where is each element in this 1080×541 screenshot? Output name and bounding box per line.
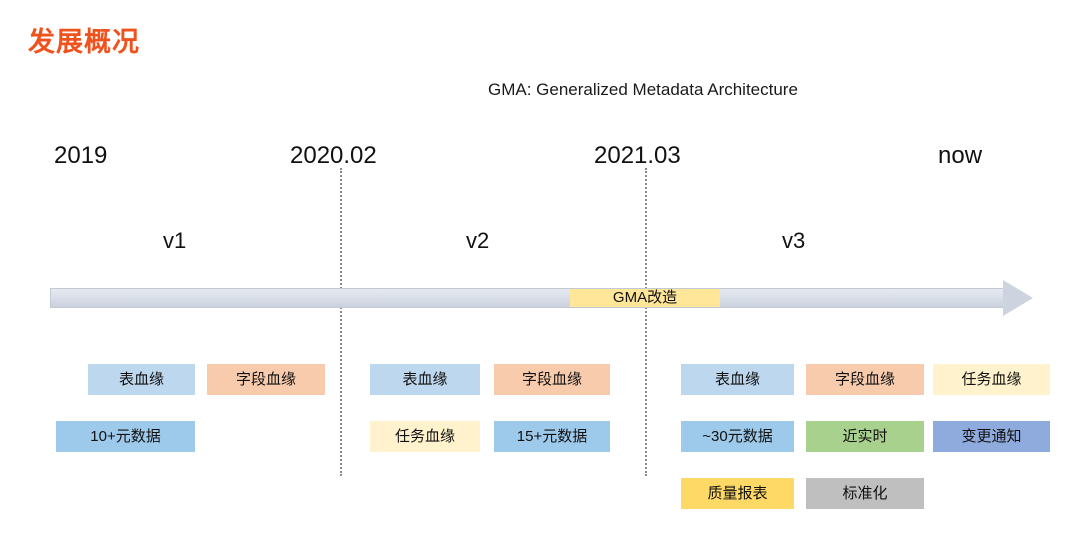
badge-task-lineage: 任务血缘 [933,364,1050,395]
badge-field-lineage: 字段血缘 [806,364,924,395]
badge-field-lineage: 字段血缘 [207,364,325,395]
badge-metadata-count: ~30元数据 [681,421,794,452]
badge-table-lineage: 表血缘 [681,364,794,395]
version-label-v2: v2 [466,228,490,253]
divider-line-2020 [340,168,342,476]
milestone-2019: 2019 [54,142,108,169]
milestone-2020-02: 2020.02 [290,142,377,169]
timeline-arrow-bar: GMA改造 [50,288,1005,308]
version-label-v1: v1 [163,228,187,253]
badge-task-lineage: 任务血缘 [370,421,480,452]
milestone-now: now [938,142,983,169]
badge-near-realtime: 近实时 [806,421,924,452]
milestone-2021-03: 2021.03 [594,142,681,169]
divider-line-2021 [645,168,647,476]
badge-table-lineage: 表血缘 [370,364,480,395]
version-label-v3: v3 [782,228,806,253]
gma-definition-caption: GMA: Generalized Metadata Architecture [488,80,798,99]
timeline-arrowhead-icon [1003,280,1033,316]
gma-rework-highlight: GMA改造 [570,289,720,307]
badge-change-notification: 变更通知 [933,421,1050,452]
badge-metadata-count: 15+元数据 [494,421,610,452]
badge-table-lineage: 表血缘 [88,364,195,395]
badge-field-lineage: 字段血缘 [494,364,610,395]
badge-quality-report: 质量报表 [681,478,794,509]
badge-metadata-count: 10+元数据 [56,421,195,452]
badge-standardization: 标准化 [806,478,924,509]
page-title: 发展概况 [28,27,140,57]
